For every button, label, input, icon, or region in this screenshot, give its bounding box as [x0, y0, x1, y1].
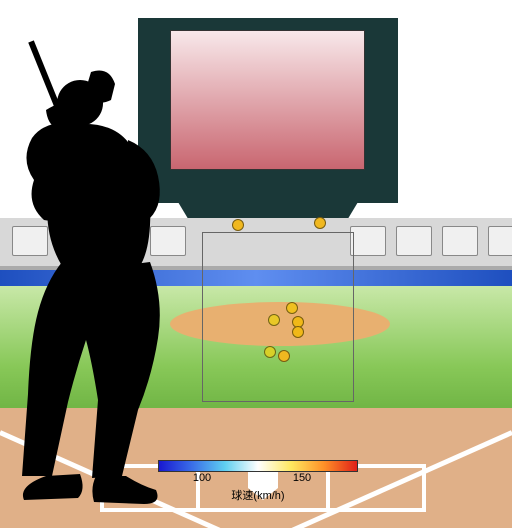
seat-box: [488, 226, 512, 256]
colorbar: [158, 460, 358, 472]
pitch-marker: [314, 217, 326, 229]
batter-silhouette: [0, 36, 250, 512]
batter-box-line: [422, 464, 426, 512]
colorbar-tick: 150: [293, 472, 311, 484]
pitch-marker: [264, 346, 276, 358]
speed-legend: 100 150 球速(km/h): [158, 460, 358, 503]
seat-box: [442, 226, 478, 256]
seat-box: [396, 226, 432, 256]
seat-box: [350, 226, 386, 256]
pitch-marker: [292, 326, 304, 338]
colorbar-tick: 100: [193, 472, 211, 484]
pitch-marker: [268, 314, 280, 326]
pitch-marker: [286, 302, 298, 314]
pitch-location-chart: 100 150 球速(km/h): [0, 0, 512, 512]
pitch-marker: [278, 350, 290, 362]
colorbar-ticks: 100 150: [158, 472, 358, 486]
legend-title: 球速(km/h): [158, 487, 358, 503]
